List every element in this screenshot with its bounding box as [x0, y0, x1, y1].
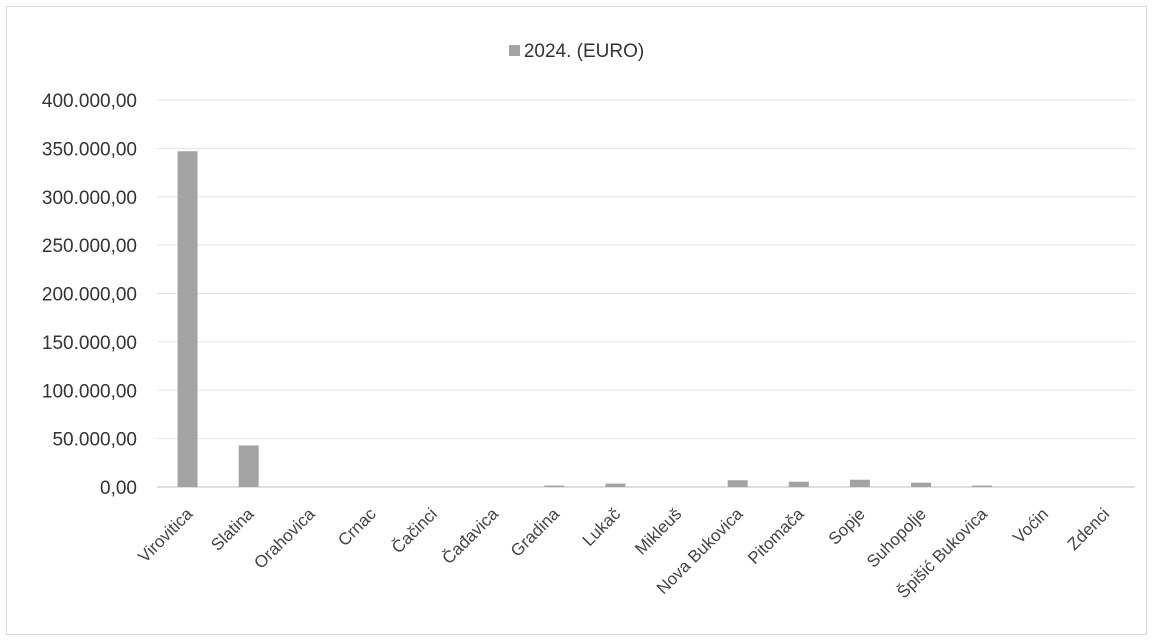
bar: [972, 485, 993, 487]
x-tick-label: Gradina: [507, 504, 564, 561]
y-tick-label: 250.000,00: [42, 236, 137, 257]
y-tick-label: 100.000,00: [42, 381, 137, 402]
bar: [788, 481, 809, 487]
bar: [177, 151, 198, 487]
y-tick-label: 350.000,00: [42, 139, 137, 160]
x-tick-label: Pitomača: [744, 504, 808, 568]
x-tick-label: Virovitica: [134, 504, 196, 566]
x-tick-label: Voćin: [1009, 504, 1052, 547]
bar: [544, 485, 565, 487]
y-tick-label: 300.000,00: [42, 188, 137, 209]
bar: [238, 445, 259, 487]
y-tick-label: 200.000,00: [42, 285, 137, 306]
bar: [849, 479, 870, 487]
y-tick-label: 50.000,00: [52, 430, 137, 451]
y-tick-label: 400.000,00: [42, 91, 137, 112]
x-tick-label: Čađavica: [438, 504, 502, 568]
bar: [727, 480, 748, 487]
bar: [911, 482, 932, 487]
legend-swatch: [508, 45, 520, 56]
chart-legend: 2024. (EURO): [7, 41, 1146, 63]
y-tick-label: 0,00: [100, 478, 137, 499]
x-tick-label: Čačinci: [388, 504, 441, 557]
bar: [605, 483, 626, 487]
x-tick-label: Lukač: [579, 504, 625, 550]
legend-label: 2024. (EURO): [523, 41, 645, 62]
x-tick-label: Slatina: [207, 504, 258, 555]
x-tick-label: Sopje: [825, 504, 869, 548]
x-tick-label: Zdenci: [1064, 504, 1114, 554]
x-tick-label: Crnac: [334, 504, 380, 550]
y-tick-label: 150.000,00: [42, 333, 137, 354]
x-tick-label: Mikleuš: [631, 504, 685, 558]
x-tick-label: Orahovica: [250, 504, 319, 573]
